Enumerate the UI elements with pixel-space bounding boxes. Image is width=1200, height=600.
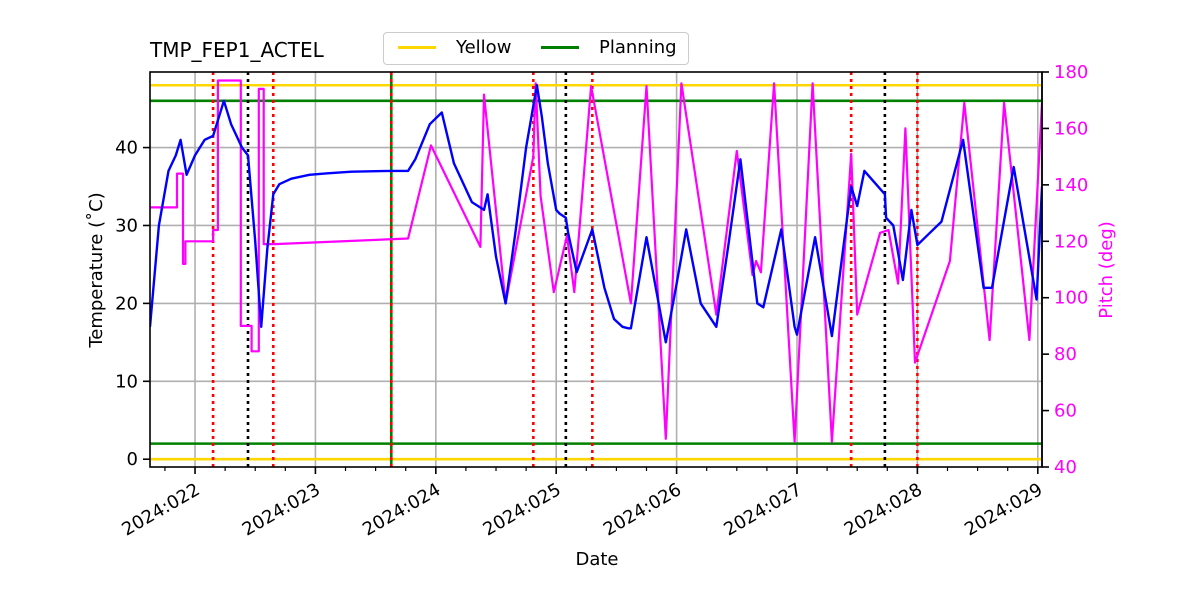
legend-item-yellow: Yellow bbox=[398, 37, 511, 58]
chart-title: TMP_FEP1_ACTEL bbox=[150, 38, 324, 62]
y-axis-temperature: 0 10 20 30 40 bbox=[115, 138, 150, 470]
series-line-temperature bbox=[150, 83, 1042, 344]
y2-tick-label: 160 bbox=[1054, 118, 1088, 139]
x-tick-label: 2024:026 bbox=[600, 479, 685, 540]
legend: Yellow Planning bbox=[383, 32, 689, 65]
y-tick-label: 10 bbox=[115, 371, 138, 392]
y-tick-label: 30 bbox=[115, 215, 138, 236]
legend-swatch-planning bbox=[541, 46, 579, 49]
limit-lines bbox=[150, 83, 1042, 461]
event-vlines bbox=[211, 72, 919, 467]
series-line-pitch bbox=[150, 79, 1042, 443]
x-tick-label: 2024:024 bbox=[359, 479, 444, 540]
x-axis: 2024:022 2024:023 2024:024 2024:025 2024:026… bbox=[118, 467, 1046, 540]
y-axis-label: Temperature (˚C) bbox=[86, 192, 107, 348]
y2-tick-label: 120 bbox=[1054, 231, 1088, 252]
y-tick-label: 40 bbox=[115, 138, 138, 159]
grid-lines bbox=[150, 72, 1042, 467]
y-tick-label: 20 bbox=[115, 293, 138, 314]
y-axis-pitch: 40 60 80 100 120 140 160 180 bbox=[1041, 62, 1088, 478]
x-tick-label: 2024:028 bbox=[841, 479, 926, 540]
y2-tick-label: 180 bbox=[1054, 62, 1088, 83]
axes-frame bbox=[149, 71, 1043, 468]
x-tick-label: 2024:027 bbox=[720, 479, 805, 540]
y2-tick-label: 140 bbox=[1054, 175, 1088, 196]
x-tick-label: 2024:023 bbox=[239, 479, 324, 540]
legend-swatch-yellow bbox=[398, 46, 436, 49]
x-tick-label: 2024:025 bbox=[480, 479, 565, 540]
y2-tick-label: 100 bbox=[1054, 288, 1088, 309]
y2-axis-label: Pitch (deg) bbox=[1096, 221, 1117, 319]
x-tick-label: 2024:022 bbox=[118, 479, 203, 540]
x-tick-label: 2024:029 bbox=[961, 479, 1046, 540]
y2-tick-label: 80 bbox=[1054, 344, 1077, 365]
y2-tick-label: 40 bbox=[1054, 457, 1077, 478]
y-tick-label: 0 bbox=[127, 449, 138, 470]
legend-label-yellow: Yellow bbox=[456, 37, 512, 58]
data-series bbox=[150, 79, 1042, 443]
x-axis-label: Date bbox=[575, 549, 618, 570]
legend-item-planning: Planning bbox=[541, 37, 677, 58]
y2-tick-label: 60 bbox=[1054, 401, 1077, 422]
legend-label-planning: Planning bbox=[599, 37, 677, 58]
